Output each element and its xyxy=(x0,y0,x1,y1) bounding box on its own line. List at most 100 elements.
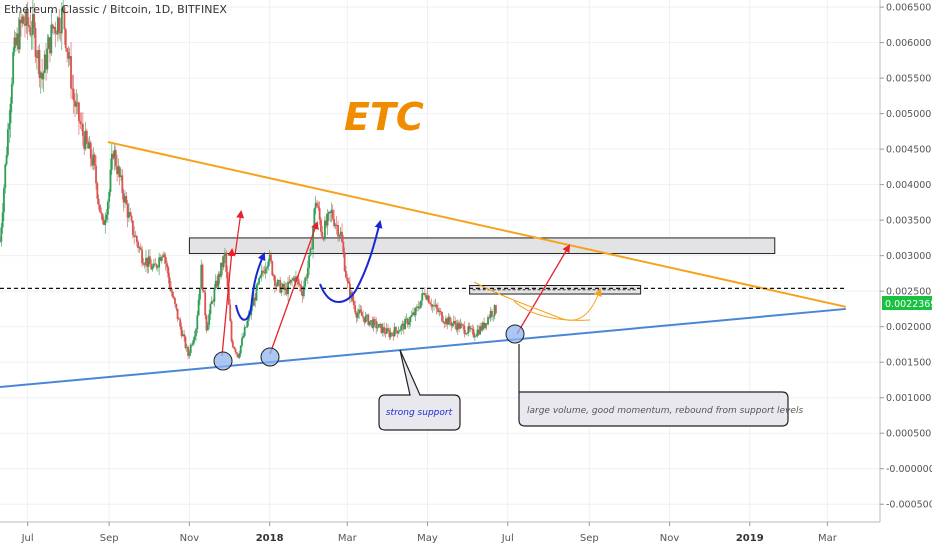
candle-body xyxy=(351,292,354,301)
candle-body xyxy=(88,142,91,149)
candle-body xyxy=(285,287,288,295)
candle-body xyxy=(276,280,279,286)
candle-body xyxy=(109,169,112,192)
candle-body xyxy=(45,54,47,70)
candle-body xyxy=(106,201,109,215)
candle-body xyxy=(388,330,391,338)
candle-body xyxy=(396,330,399,334)
candle-body xyxy=(117,166,120,175)
candle-body xyxy=(439,311,442,313)
candle-body xyxy=(364,315,367,323)
candle-body xyxy=(452,320,455,324)
candle-body xyxy=(416,306,418,309)
candle-body xyxy=(163,254,166,257)
candle-body xyxy=(201,264,204,291)
candle-body xyxy=(60,8,63,34)
candle-body xyxy=(67,51,70,59)
candle-body xyxy=(346,277,349,282)
candle-body xyxy=(12,51,15,84)
candle-body xyxy=(108,191,111,202)
candle-body xyxy=(377,324,380,328)
candle-body xyxy=(471,328,474,330)
candle-body xyxy=(26,9,29,25)
candle-body xyxy=(445,318,447,324)
candle-body xyxy=(241,337,243,346)
candle-body xyxy=(92,154,95,166)
candle-body xyxy=(384,332,387,334)
candle-body xyxy=(21,16,24,24)
candle-body xyxy=(376,327,379,329)
candle-body xyxy=(192,339,195,345)
candle-body xyxy=(135,236,138,243)
candle-body xyxy=(317,206,320,209)
candle-body xyxy=(154,263,157,265)
candle-body xyxy=(484,323,487,328)
candle-body xyxy=(212,301,214,302)
red-arrow xyxy=(516,244,571,335)
candle-body xyxy=(222,256,225,268)
candle-body xyxy=(398,330,401,332)
x-tick-label: Jul xyxy=(21,533,34,544)
candle-body xyxy=(100,212,103,214)
candle-body xyxy=(180,326,183,337)
candle-body xyxy=(301,291,304,297)
candle-body xyxy=(245,326,247,328)
candle-body xyxy=(47,37,50,49)
candle-body xyxy=(234,348,237,353)
candle-body xyxy=(70,56,72,89)
candle-body xyxy=(235,352,238,354)
candle-body xyxy=(268,254,271,262)
candle-body xyxy=(33,13,36,29)
candle-body xyxy=(16,33,19,46)
candle-body xyxy=(85,130,88,142)
candle-body xyxy=(302,286,305,297)
x-tick-label: 2018 xyxy=(256,533,284,544)
candle-body xyxy=(304,277,307,287)
candle-body xyxy=(313,208,316,228)
candle-body xyxy=(96,183,99,199)
candle-body xyxy=(62,7,65,9)
candle-body xyxy=(370,320,372,322)
candle-body xyxy=(495,305,497,314)
candle-body xyxy=(147,256,150,267)
candle-body xyxy=(318,208,321,220)
candle-body xyxy=(446,318,449,325)
price-axis-bg xyxy=(880,0,932,550)
candle-body xyxy=(423,293,426,296)
candle-body xyxy=(175,303,178,309)
candle-body xyxy=(231,341,234,347)
candle-body xyxy=(334,224,337,227)
candle-body xyxy=(160,257,163,261)
candle-body xyxy=(162,254,165,258)
x-tick-label: 2019 xyxy=(736,533,764,544)
chart-title: Ethereum Classic / Bitcoin, 1D, BITFINEX xyxy=(4,3,227,16)
candle-body xyxy=(230,320,233,342)
candle-body xyxy=(464,333,467,335)
candle-body xyxy=(417,306,420,308)
candle-body xyxy=(329,211,332,214)
candle-body xyxy=(217,273,220,287)
candle-body xyxy=(66,48,68,52)
candle-body xyxy=(292,278,295,280)
candle-body xyxy=(343,252,346,271)
price-zones xyxy=(188,237,776,295)
candle-body xyxy=(481,322,484,331)
candle-body xyxy=(295,276,297,282)
candle-body xyxy=(46,48,49,70)
red-arrow xyxy=(234,210,245,256)
candle-body xyxy=(112,153,115,159)
candle-body xyxy=(49,37,51,54)
candle-body xyxy=(312,227,314,250)
candle-body xyxy=(213,287,216,302)
candle-body xyxy=(159,257,162,261)
candle-body xyxy=(373,319,376,321)
time-axis[interactable]: Jul Sep Nov 2018 Mar May Jul Sep Nov 2019 Mar xyxy=(0,521,880,544)
candle-body xyxy=(489,310,492,318)
support-touch-circle xyxy=(505,324,525,344)
candle-body xyxy=(130,215,133,221)
